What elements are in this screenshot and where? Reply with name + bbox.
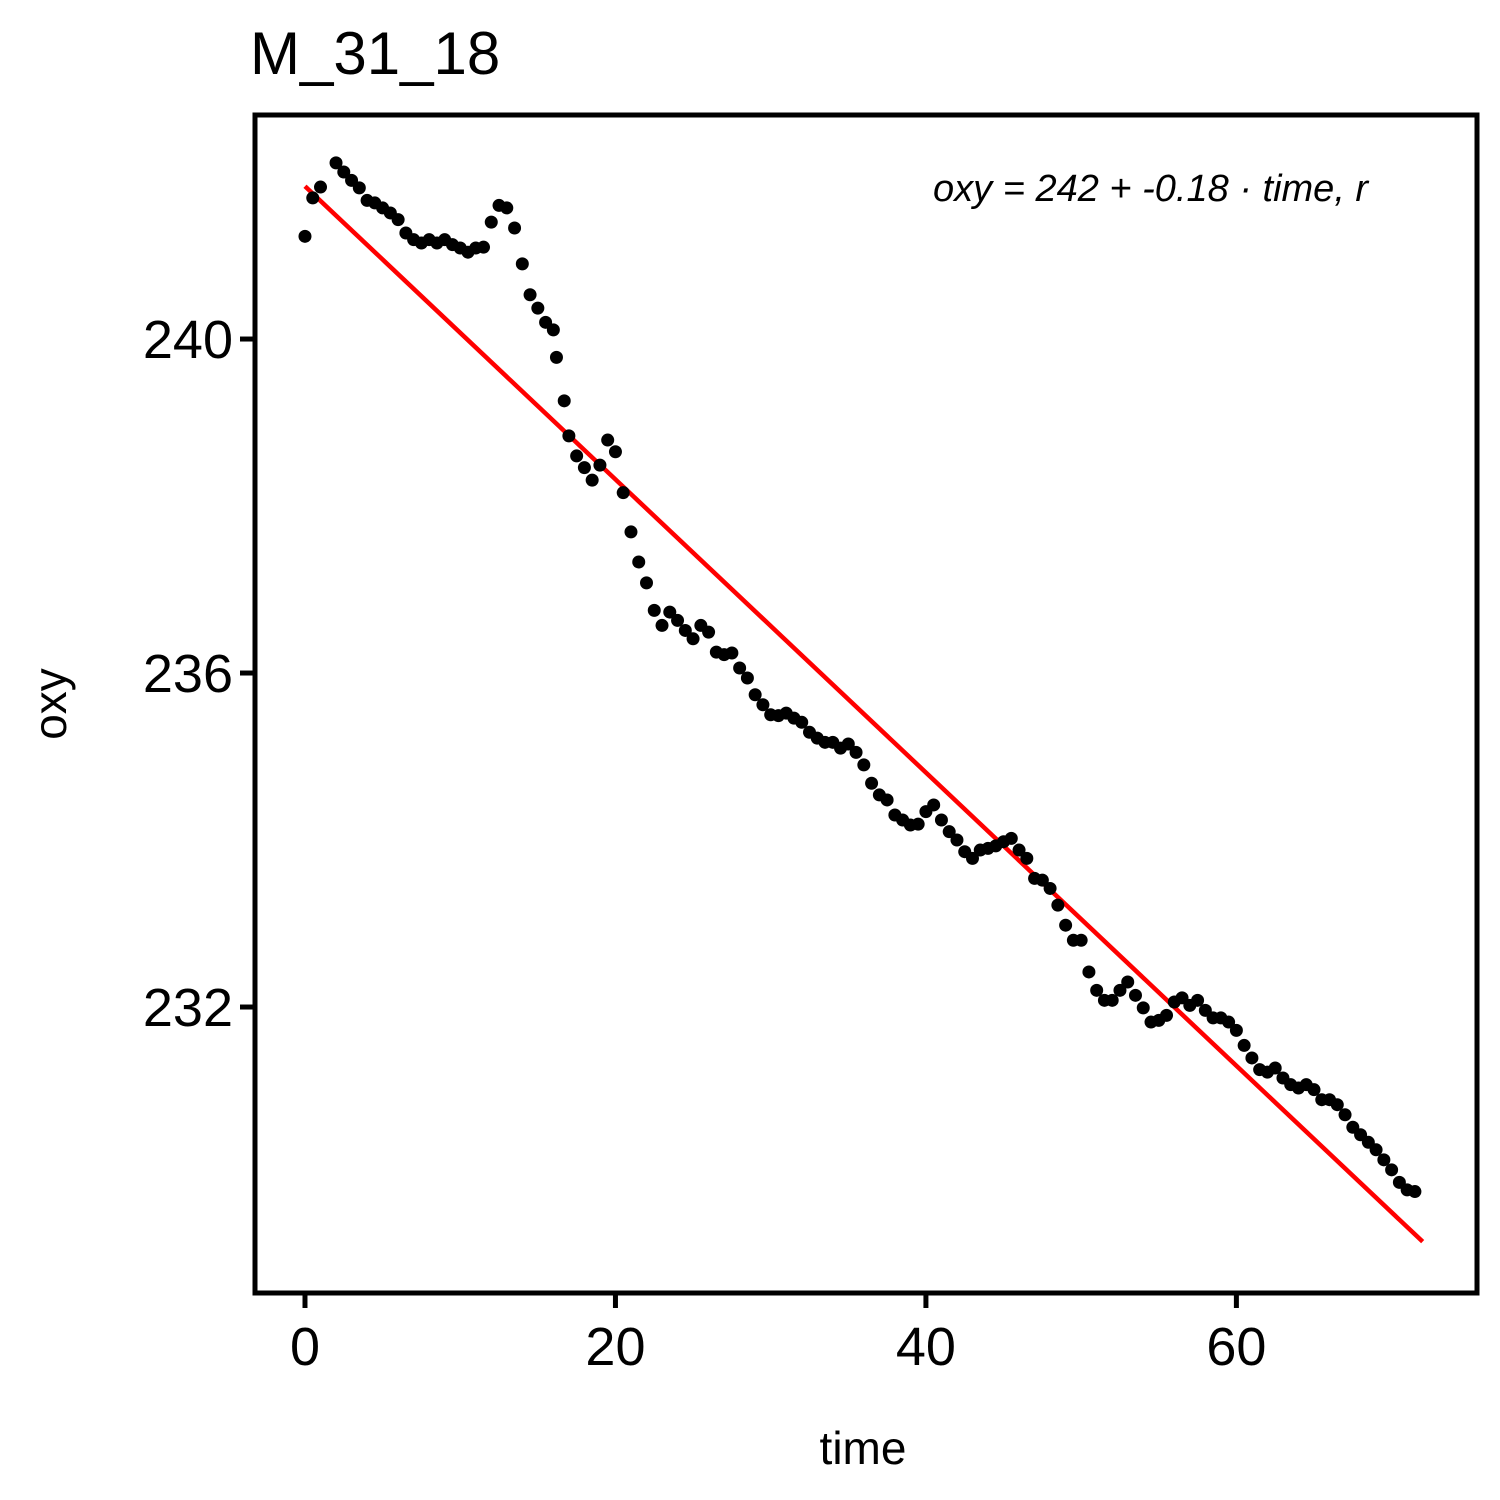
data-point [1105, 993, 1119, 1007]
data-point [647, 603, 661, 617]
data-point [577, 461, 591, 475]
data-point [306, 191, 320, 205]
data-point [585, 473, 599, 487]
data-point [795, 715, 809, 729]
regression-line [303, 184, 1425, 1244]
data-point [1307, 1083, 1321, 1097]
y-tick-label: 236 [143, 644, 233, 704]
data-point [546, 323, 560, 337]
data-point [1377, 1153, 1391, 1167]
data-point [639, 576, 653, 590]
data-point [515, 257, 529, 271]
data-point [965, 851, 979, 865]
plot-area: oxy = 242 + -0.18 · time, r [298, 156, 1425, 1244]
data-point [942, 825, 956, 839]
data-point [1268, 1061, 1282, 1075]
data-point [927, 798, 941, 812]
x-tick-label: 0 [290, 1317, 320, 1377]
data-point [624, 525, 638, 539]
data-point [391, 213, 405, 227]
data-point [1237, 1038, 1251, 1052]
data-point [1121, 975, 1135, 989]
data-point [1113, 983, 1127, 997]
data-point [1222, 1015, 1236, 1029]
data-point [1229, 1023, 1243, 1037]
data-point [849, 745, 863, 759]
y-axis-label: oxy [24, 668, 76, 740]
data-point [337, 165, 351, 179]
data-point [562, 429, 576, 443]
data-point [1338, 1108, 1352, 1122]
data-point [686, 632, 700, 646]
data-point [531, 301, 545, 315]
data-point [678, 623, 692, 637]
data-point [671, 613, 685, 627]
data-point [655, 618, 669, 632]
data-point [570, 449, 584, 463]
chart-title: M_31_18 [250, 20, 500, 87]
data-point [702, 625, 716, 639]
data-point [1043, 881, 1057, 895]
data-point [934, 813, 948, 827]
data-point [740, 671, 754, 685]
data-point [298, 229, 312, 243]
data-point [1059, 918, 1073, 932]
data-point [608, 445, 622, 459]
data-point [632, 555, 646, 569]
data-point [911, 817, 925, 831]
data-point [1330, 1098, 1344, 1112]
data-point [508, 221, 522, 235]
data-point [1408, 1185, 1422, 1199]
data-point [601, 433, 615, 447]
data-point [1128, 988, 1142, 1002]
equation-annotation: oxy = 242 + -0.18 · time, r [933, 168, 1369, 210]
data-point [748, 688, 762, 702]
data-point [880, 793, 894, 807]
x-tick-label: 60 [1206, 1317, 1266, 1377]
data-point [663, 605, 677, 619]
data-point [616, 486, 630, 500]
data-point [1160, 1008, 1174, 1022]
data-point [1136, 1001, 1150, 1015]
data-point [950, 833, 964, 847]
data-point [1035, 873, 1049, 887]
data-point [725, 646, 739, 660]
data-point [1385, 1163, 1399, 1177]
data-point [865, 776, 879, 790]
x-tick-label: 40 [896, 1317, 956, 1377]
data-point [1051, 898, 1065, 912]
data-point [1020, 851, 1034, 865]
data-point [756, 698, 770, 712]
data-point [1245, 1051, 1259, 1065]
data-point [1082, 965, 1096, 979]
y-tick-label: 240 [143, 310, 233, 370]
data-point [329, 156, 343, 170]
data-point [549, 350, 563, 364]
data-point [352, 181, 366, 195]
data-point [500, 201, 514, 215]
data-point [1004, 831, 1018, 845]
data-point [557, 394, 571, 408]
data-point [1191, 993, 1205, 1007]
data-point [1074, 933, 1088, 947]
x-tick-label: 20 [585, 1317, 645, 1377]
data-point [314, 180, 328, 194]
data-point [841, 737, 855, 751]
data-point [523, 288, 537, 302]
x-axis-label: time [820, 1422, 907, 1474]
data-point [477, 240, 491, 254]
panel-border [252, 112, 1480, 1296]
data-point [1090, 983, 1104, 997]
data-point [1369, 1143, 1383, 1157]
data-point [857, 758, 871, 772]
data-point [593, 458, 607, 472]
y-tick-label: 232 [143, 978, 233, 1038]
data-point [733, 661, 747, 675]
data-point [1012, 843, 1026, 857]
data-point [484, 215, 498, 229]
